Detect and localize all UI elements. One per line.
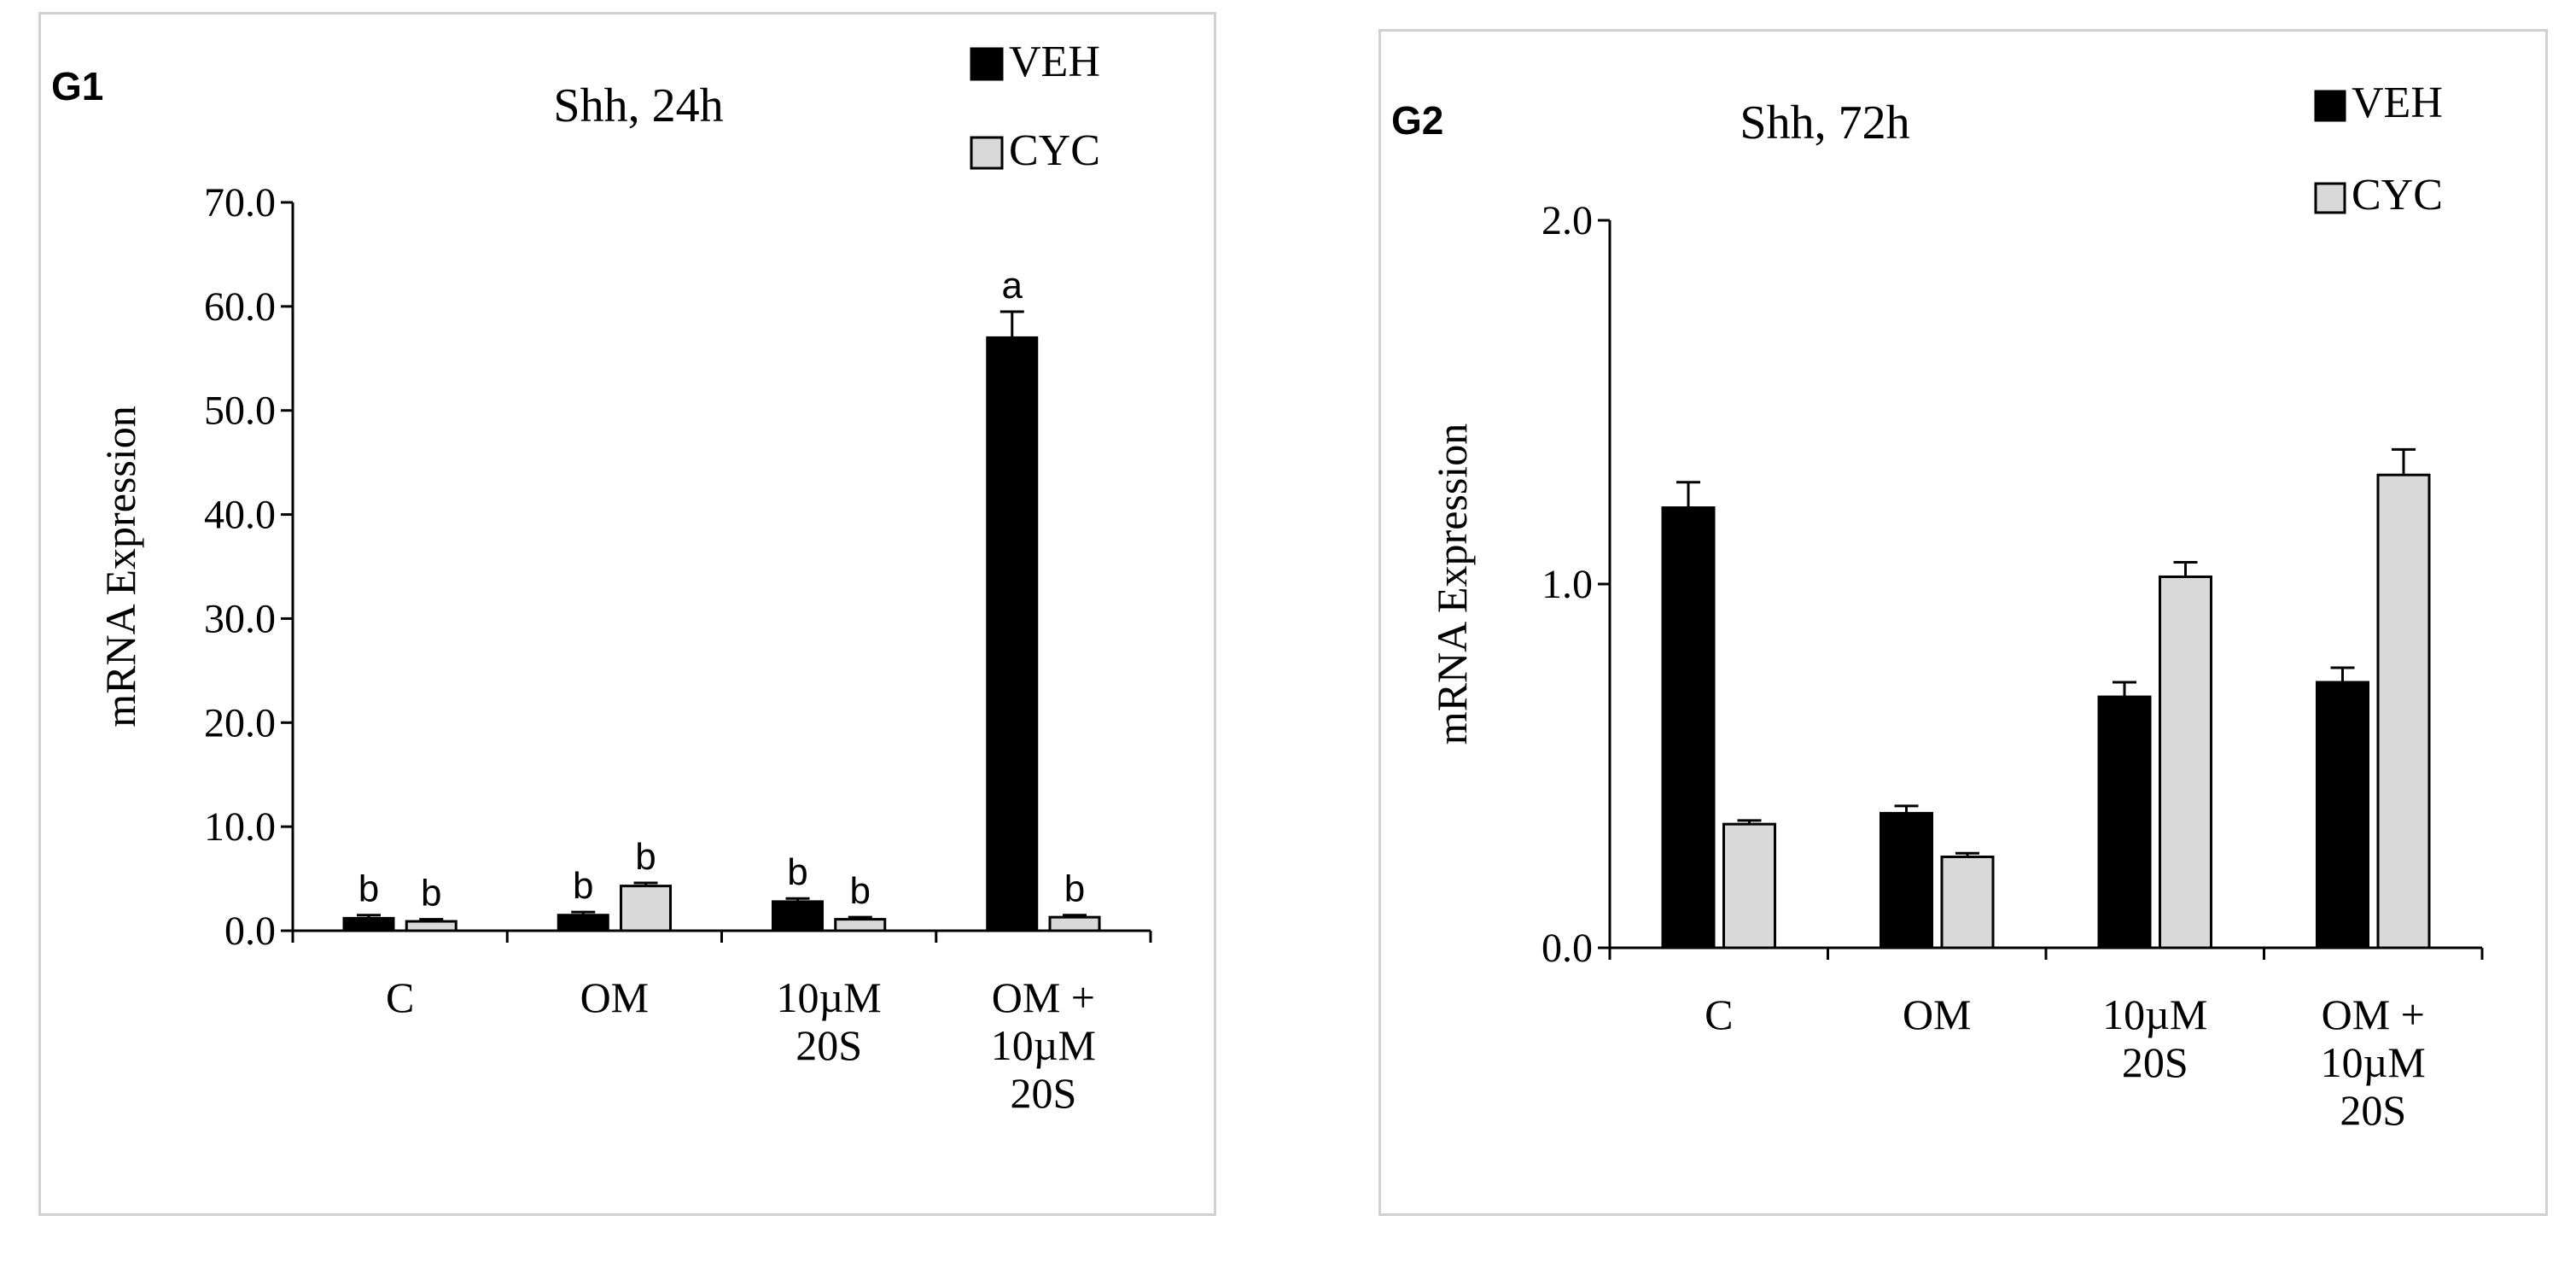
y-tick-label: 60.0	[204, 284, 276, 330]
chart-g1: G1 Shh, 24h mRNA Expression 0.0 10.0 20.0 30.0…	[51, 38, 1152, 1117]
x-tick-label: 10µM	[2102, 990, 2207, 1038]
chart-g2: G2 Shh, 72h mRNA Expression 0.0 1.0 2.0 C OM 10µ…	[1391, 79, 2484, 1134]
bar-cyc	[1722, 822, 1776, 950]
y-tick-label: 30.0	[204, 596, 276, 641]
y-tick-label: 20.0	[204, 700, 276, 745]
legend-label-veh: VEH	[2352, 79, 2443, 127]
x-tick-label: C	[386, 973, 414, 1021]
chart-panel-g2: G2 Shh, 72h mRNA Expression 0.0 1.0 2.0 C OM 10µ…	[1378, 29, 2548, 1216]
y-tick-label: 40.0	[204, 493, 276, 538]
legend-swatch-cyc	[2314, 182, 2346, 214]
significance-label: b	[787, 851, 807, 893]
y-axis-label: mRNA Expression	[1428, 424, 1476, 745]
y-tick-label: 0.0	[1542, 926, 1593, 971]
chart-title: Shh, 24h	[553, 79, 723, 132]
y-tick-label: 2.0	[1542, 198, 1593, 243]
x-tick-label: 20S	[2122, 1038, 2188, 1086]
panel-label: G2	[1391, 98, 1443, 143]
legend-label-cyc: CYC	[1009, 126, 1100, 175]
legend-swatch-veh	[970, 47, 1004, 81]
significance-label: b	[850, 870, 871, 912]
significance-label: b	[358, 868, 379, 910]
significance-label: b	[421, 873, 441, 914]
x-tick-label: 20S	[1010, 1069, 1076, 1117]
chart-title: Shh, 72h	[1740, 96, 1909, 149]
y-tick-label: 1.0	[1542, 562, 1593, 607]
bar-cyc	[2376, 473, 2431, 950]
bar-veh	[1661, 506, 1716, 950]
x-tick-label: OM +	[992, 973, 1095, 1021]
x-tick-label: OM	[580, 973, 650, 1021]
x-tick-label: 20S	[2340, 1086, 2406, 1134]
significance-label: b	[635, 836, 656, 878]
y-axis-label: mRNA Expression	[96, 406, 144, 727]
x-tick-label: 10µM	[991, 1021, 1096, 1069]
legend-swatch-veh	[2314, 90, 2346, 122]
bar-cyc	[2159, 575, 2212, 950]
bar-cyc	[1940, 856, 1995, 950]
x-tick-label: 10µM	[2321, 1038, 2426, 1086]
x-tick-label: 10µM	[776, 973, 881, 1021]
legend-label-cyc: CYC	[2352, 171, 2443, 219]
bar-veh	[342, 916, 395, 932]
y-tick-label: 70.0	[204, 180, 276, 225]
significance-label: b	[573, 865, 593, 907]
y-tick-label: 10.0	[204, 804, 276, 850]
significance-label: a	[1002, 265, 1023, 307]
x-tick-label: OM	[1903, 990, 1972, 1038]
bar-cyc	[620, 885, 672, 932]
legend-label-veh: VEH	[1009, 38, 1100, 86]
bar-veh	[557, 914, 609, 932]
legend-swatch-cyc	[970, 136, 1004, 170]
bar-veh	[2316, 681, 2369, 950]
y-tick-label: 50.0	[204, 389, 276, 434]
chart-panel-g1: G1 Shh, 24h mRNA Expression 0.0 10.0 20.0 30.0…	[38, 12, 1216, 1216]
bar-veh	[986, 336, 1039, 932]
bar-cyc	[405, 920, 458, 932]
x-tick-label: OM +	[2322, 990, 2425, 1038]
x-tick-label: 20S	[796, 1021, 862, 1069]
y-tick-label: 0.0	[224, 909, 276, 954]
significance-label: b	[1064, 868, 1085, 910]
panel-label: G1	[51, 64, 103, 108]
bar-veh	[2097, 695, 2152, 950]
bar-cyc	[1048, 915, 1101, 932]
bar-cyc	[834, 918, 887, 932]
bar-veh	[772, 900, 824, 932]
bar-veh	[1880, 811, 1933, 950]
x-tick-label: C	[1705, 990, 1733, 1038]
